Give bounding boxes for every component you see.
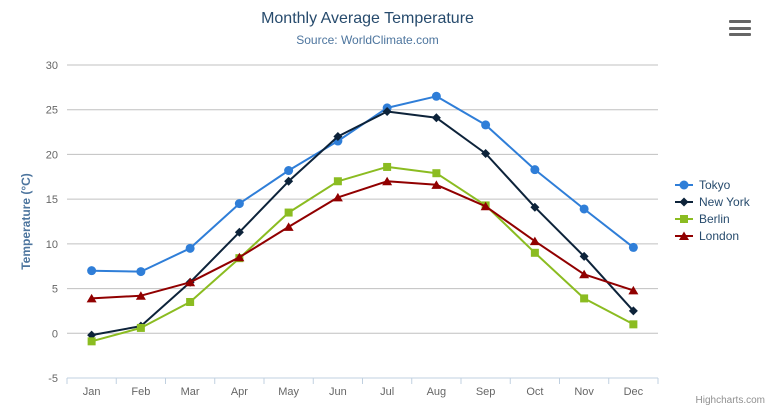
series-tokyo-line (90, 95, 635, 273)
hamburger-icon (729, 33, 751, 36)
legend-label: London (699, 228, 740, 243)
square-marker-icon (680, 214, 688, 223)
y-axis-label: 10 (46, 239, 58, 251)
point-berlin-aug[interactable] (432, 169, 441, 178)
point-london-nov[interactable] (579, 269, 590, 279)
x-axis-label: Aug (427, 386, 447, 398)
point-london-jan[interactable] (86, 293, 97, 303)
point-new-york-jan[interactable] (87, 330, 97, 340)
y-axis-label: -5 (48, 373, 58, 385)
legend-label: New York (699, 194, 750, 209)
triangle-marker-icon (675, 231, 693, 240)
x-axis-label: May (278, 386, 299, 398)
y-axis-label: 20 (46, 149, 58, 161)
y-axis-label: 30 (46, 60, 58, 72)
point-new-york-apr[interactable] (234, 227, 244, 237)
point-berlin-oct[interactable] (530, 248, 539, 257)
point-berlin-jan[interactable] (87, 337, 96, 346)
point-new-york-jun[interactable] (333, 132, 343, 142)
point-berlin-may[interactable] (284, 208, 293, 217)
x-axis-label: Dec (624, 386, 644, 398)
x-axis-label: Jul (380, 386, 394, 398)
point-new-york-jul[interactable] (382, 107, 392, 117)
point-tokyo-apr[interactable] (234, 199, 244, 209)
legend-label: Tokyo (699, 177, 731, 192)
point-london-may[interactable] (283, 222, 294, 231)
x-axis-label: Sep (476, 386, 496, 398)
point-berlin-feb[interactable] (136, 323, 145, 332)
y-axis-label: 5 (52, 284, 58, 296)
x-axis-label: Feb (131, 386, 150, 398)
y-axis-title: Temperature (°C) (19, 173, 33, 270)
x-axis-label: Jun (329, 386, 347, 398)
point-new-york-dec[interactable] (628, 306, 638, 316)
point-tokyo-jan[interactable] (87, 266, 97, 276)
point-london-feb[interactable] (135, 291, 146, 300)
point-tokyo-oct[interactable] (530, 165, 540, 175)
x-axis-label: Mar (181, 386, 200, 398)
point-london-oct[interactable] (529, 236, 540, 246)
diamond-marker-icon (679, 197, 689, 206)
credits-link[interactable]: Highcharts.com (695, 395, 765, 406)
point-tokyo-mar[interactable] (185, 243, 195, 253)
series-london (86, 176, 639, 303)
legend-item-tokyo[interactable]: Tokyo (674, 176, 750, 193)
point-london-sep[interactable] (480, 201, 491, 211)
point-tokyo-feb[interactable] (136, 267, 146, 277)
diamond-marker-icon (675, 197, 693, 206)
legend-item-new-york[interactable]: New York (674, 193, 750, 210)
series-berlin-line (90, 165, 635, 343)
x-axis-label: Oct (526, 386, 543, 398)
x-axis-label: Jan (83, 386, 101, 398)
point-london-jul[interactable] (382, 176, 393, 186)
point-tokyo-sep[interactable] (481, 120, 491, 130)
circle-marker-icon (675, 180, 693, 189)
circle-marker-icon (679, 180, 689, 189)
point-london-jun[interactable] (332, 192, 343, 202)
point-tokyo-dec[interactable] (628, 242, 638, 252)
legend-item-london[interactable]: London (674, 227, 750, 244)
chart-title: Monthly Average Temperature (261, 10, 474, 27)
y-axis-label: 25 (46, 105, 58, 117)
series-london-line (90, 180, 635, 300)
export-menu-button[interactable] (729, 19, 751, 37)
triangle-marker-icon (679, 231, 689, 240)
y-axis-label: 15 (46, 194, 58, 206)
series-new-york-line (90, 110, 635, 337)
point-tokyo-nov[interactable] (579, 204, 589, 214)
x-axis-label: Nov (574, 386, 594, 398)
point-berlin-nov[interactable] (580, 294, 589, 303)
series-new-york (87, 107, 638, 340)
legend-item-berlin[interactable]: Berlin (674, 210, 750, 227)
point-new-york-sep[interactable] (481, 149, 491, 159)
y-axis-label: 0 (52, 328, 58, 340)
point-berlin-jul[interactable] (383, 162, 392, 171)
hamburger-icon (729, 20, 751, 23)
point-new-york-aug[interactable] (431, 113, 441, 123)
point-london-mar[interactable] (185, 277, 196, 287)
point-london-dec[interactable] (628, 285, 639, 295)
point-new-york-may[interactable] (284, 176, 294, 186)
point-london-aug[interactable] (431, 180, 442, 189)
point-new-york-nov[interactable] (579, 251, 589, 261)
hamburger-icon (729, 26, 751, 30)
x-axis-label: Apr (231, 386, 248, 398)
point-berlin-jun[interactable] (333, 177, 342, 186)
chart-subtitle: Source: WorldClimate.com (296, 33, 439, 47)
point-london-apr[interactable] (234, 252, 245, 262)
legend-label: Berlin (699, 211, 730, 226)
point-tokyo-aug[interactable] (431, 91, 441, 101)
point-berlin-mar[interactable] (186, 297, 195, 306)
series-tokyo (87, 91, 638, 277)
point-new-york-oct[interactable] (530, 202, 540, 212)
point-tokyo-may[interactable] (284, 166, 294, 176)
point-berlin-dec[interactable] (629, 320, 638, 329)
legend: Tokyo New York Berlin London (674, 176, 750, 244)
square-marker-icon (675, 214, 693, 223)
